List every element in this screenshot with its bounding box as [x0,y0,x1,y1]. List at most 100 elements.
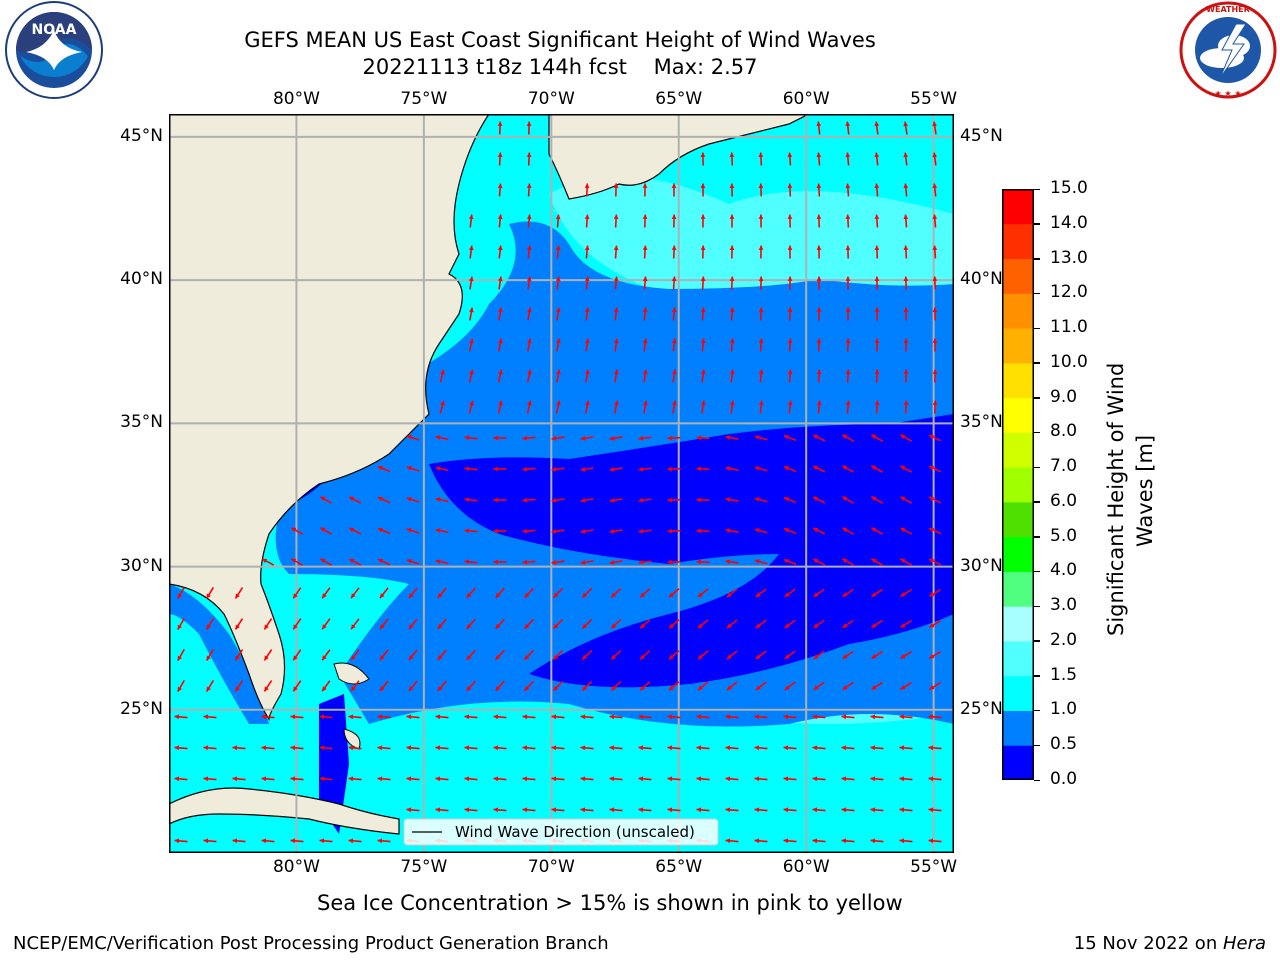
bahamas-calm-zone [319,694,349,834]
wave-direction-arrow [870,714,884,720]
wave-direction-arrow [497,369,503,383]
wave-direction-arrow [584,183,590,197]
wave-direction-arrow [638,435,652,441]
colorbar-tick-label: 7.0 [1050,456,1078,477]
wave-direction-arrow [350,649,360,661]
wave-direction-arrow [609,714,623,720]
wave-direction-arrow [784,588,796,598]
wave-direction-arrow [841,496,855,504]
wave-direction-arrow [787,183,793,197]
colorbar-segment [1002,258,1034,294]
wave-direction-arrow [870,434,884,442]
lon-label-top: 55°W [910,89,958,109]
wave-direction-arrow [903,183,909,197]
wave-direction-arrow [290,558,304,566]
wave-direction-arrow [845,214,851,228]
wave-direction-arrow [522,745,536,751]
wave-direction-arrow [816,152,822,166]
wave-direction-arrow [928,434,942,442]
wave-direction-arrow [899,838,913,844]
wave-direction-arrow [497,400,503,414]
wave-direction-arrow [523,618,535,630]
colorbar-segment [1002,606,1034,642]
wave-direction-arrow [813,650,825,660]
wave-direction-arrow [493,745,507,751]
land-cuba [169,787,400,835]
wave-direction-arrow [468,245,474,259]
colorbar-tick-label: 14.0 [1050,212,1088,233]
wave-direction-arrow [642,214,648,228]
wave-direction-arrow [899,745,913,751]
wave-direction-arrow [439,400,445,414]
wave-direction-arrow [700,369,706,383]
wave-direction-arrow [177,648,185,662]
wave-direction-arrow [609,435,623,441]
colorbar-tick [1034,327,1040,330]
colorbar-segment [1002,501,1034,538]
wave-direction-arrow [928,558,942,566]
colorbar-segment [1002,745,1034,780]
wave-direction-arrow [929,650,941,660]
wave-direction-arrow [552,587,564,599]
wave-direction-arrow [177,617,185,631]
wave-direction-arrow [697,588,709,598]
map-frame [169,114,954,853]
wave-direction-arrow [263,680,273,692]
wave-direction-arrow [174,745,188,751]
wave-direction-arrow [874,183,880,197]
wave-direction-arrow [263,649,273,661]
wave-direction-arrow [551,776,565,782]
wave-direction-arrow [700,245,706,259]
wave-direction-arrow [758,214,764,228]
wave-direction-arrow [729,214,735,228]
colorbar-segment [1002,328,1034,364]
wave-direction-arrow [668,681,680,691]
wave-direction-arrow [845,245,851,259]
wave-direction-arrow [551,745,565,751]
wave-direction-arrow [929,619,941,629]
wave-direction-arrow [696,559,710,565]
wave-direction-arrow [497,152,503,166]
wave-direction-arrow [900,619,912,629]
wave-direction-arrow [523,649,535,661]
wave-direction-arrow [497,338,503,352]
wave-direction-arrow [812,838,826,844]
wave-direction-arrow [845,276,851,290]
lon-label-top: 65°W [655,89,703,109]
wave-direction-arrow [783,714,797,720]
wave-direction-arrow [697,619,709,629]
wave-direction-arrow [754,435,768,441]
chart-subtitle: 20221113 t18z 144h fcst Max: 2.57 [362,55,758,79]
wave-direction-arrow [377,527,391,535]
wave-direction-arrow [932,245,938,259]
wave-direction-arrow [899,434,913,442]
wave-direction-arrow [871,681,883,691]
wave-direction-arrow [464,714,478,720]
wave-direction-arrow [527,338,532,352]
wave-direction-arrow [580,745,594,751]
wave-direction-arrow [729,245,735,259]
wave-direction-arrow [408,618,418,630]
wave-direction-arrow [493,466,507,472]
wave-direction-arrow [903,245,909,259]
wave-direction-arrow [609,745,623,751]
colorbar-tick-label: 9.0 [1050,386,1078,407]
wave-direction-arrow [638,807,652,813]
colorbar-tick-label: 10.0 [1050,351,1088,372]
wave-direction-arrow [613,338,619,352]
wave-direction-arrow [841,527,855,535]
wave-direction-arrow [205,680,215,692]
lat-label-left: 45°N [120,125,163,146]
wave-direction-arrow [610,618,622,630]
lat-label-left: 25°N [120,698,163,719]
wave-direction-arrow [638,776,652,782]
wave-direction-arrow [379,649,389,661]
wave-direction-arrow [464,435,478,441]
wave-direction-arrow [526,307,532,321]
wave-direction-arrow [932,307,938,321]
wave-direction-arrow [319,714,333,720]
wave-direction-arrow [787,245,793,259]
wave-direction-arrow [787,152,793,166]
wave-direction-arrow [232,776,246,782]
wave-direction-arrow [435,466,449,472]
